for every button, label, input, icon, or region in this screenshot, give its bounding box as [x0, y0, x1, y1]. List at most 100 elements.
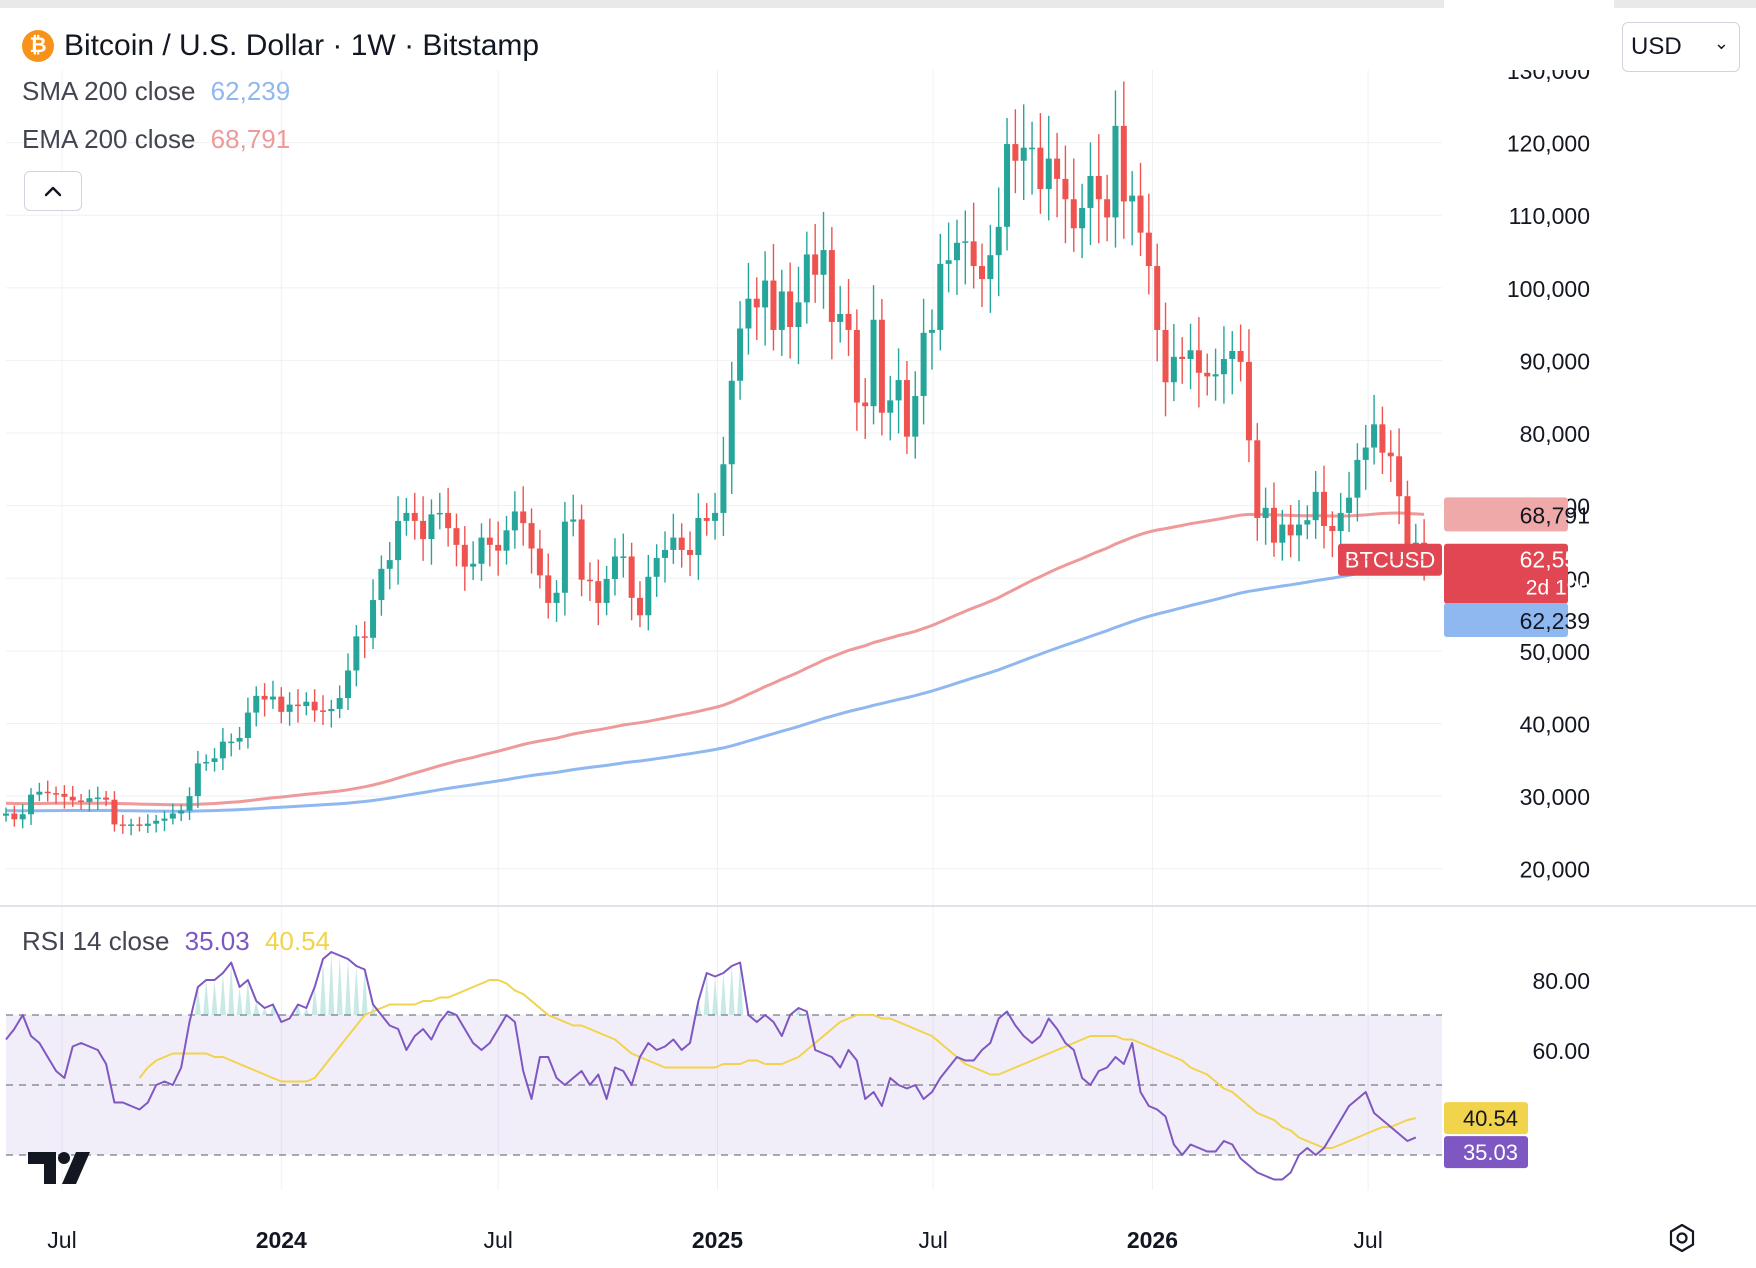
candle-body[interactable] [1195, 350, 1202, 373]
candle-body[interactable] [1312, 491, 1319, 521]
candle-body[interactable] [136, 824, 143, 826]
candle-body[interactable] [361, 636, 368, 638]
candle-body[interactable] [69, 796, 76, 801]
candle-body[interactable] [645, 576, 652, 616]
candle-body[interactable] [278, 696, 285, 712]
candle-body[interactable] [1254, 440, 1261, 518]
candle-body[interactable] [1362, 447, 1369, 460]
candle-body[interactable] [1387, 452, 1394, 457]
candle-body[interactable] [712, 512, 719, 521]
candle-body[interactable] [478, 537, 485, 564]
candle-body[interactable] [953, 242, 960, 261]
candle-body[interactable] [837, 313, 844, 322]
candle-body[interactable] [470, 563, 477, 567]
candle-body[interactable] [1104, 199, 1111, 218]
candle-body[interactable] [353, 636, 360, 671]
candle-body[interactable] [687, 549, 694, 556]
candle-body[interactable] [970, 241, 977, 267]
candle-body[interactable] [903, 380, 910, 437]
candle-body[interactable] [920, 332, 927, 397]
candle-body[interactable] [553, 592, 560, 603]
candle-body[interactable] [1145, 232, 1152, 267]
candle-body[interactable] [128, 824, 135, 826]
candle-body[interactable] [236, 738, 243, 742]
candle-body[interactable] [611, 556, 618, 579]
candle-body[interactable] [211, 758, 218, 762]
candle-body[interactable] [319, 710, 326, 712]
candle-body[interactable] [803, 254, 810, 303]
sma-legend[interactable]: SMA 200 close 62,239 [22, 76, 290, 107]
candle-body[interactable] [812, 254, 819, 275]
candle-body[interactable] [36, 791, 43, 795]
settings-gear-icon[interactable] [1666, 1222, 1698, 1254]
candle-body[interactable] [753, 298, 760, 308]
candle-body[interactable] [662, 549, 669, 558]
candle-body[interactable] [536, 548, 543, 576]
candle-body[interactable] [261, 695, 268, 700]
candle-body[interactable] [1037, 147, 1044, 190]
candle-body[interactable] [586, 579, 593, 582]
currency-select[interactable]: USD ⌄ [1622, 22, 1740, 72]
candle-body[interactable] [1212, 374, 1219, 377]
candle-body[interactable] [303, 701, 310, 707]
candle-body[interactable] [828, 250, 835, 322]
candle-body[interactable] [595, 581, 602, 603]
candle-body[interactable] [1204, 372, 1211, 377]
candle-body[interactable] [1079, 207, 1086, 229]
candle-body[interactable] [770, 280, 777, 330]
candle-body[interactable] [1229, 350, 1236, 359]
candle-body[interactable] [1245, 361, 1252, 441]
candle-body[interactable] [895, 380, 902, 401]
candle-body[interactable] [795, 302, 802, 328]
candle-body[interactable] [762, 280, 769, 308]
ema-legend[interactable]: EMA 200 close 68,791 [22, 124, 290, 155]
candle-body[interactable] [244, 712, 251, 738]
candle-body[interactable] [1337, 512, 1344, 532]
candle-body[interactable] [311, 701, 318, 711]
candle-body[interactable] [453, 528, 460, 545]
candle-body[interactable] [328, 708, 335, 712]
candle-body[interactable] [219, 741, 226, 759]
candle-body[interactable] [119, 824, 126, 826]
candle-body[interactable] [486, 537, 493, 545]
candle-body[interactable] [178, 810, 185, 814]
candle-body[interactable] [561, 521, 568, 593]
candle-body[interactable] [61, 793, 68, 797]
symbol-header[interactable]: ₿ Bitcoin / U.S. Dollar · 1W · Bitstamp [22, 26, 539, 66]
candle-body[interactable] [1179, 356, 1186, 359]
candle-body[interactable] [1170, 356, 1177, 383]
candle-body[interactable] [186, 796, 193, 811]
candle-body[interactable] [94, 797, 101, 800]
candle-body[interactable] [703, 517, 710, 521]
candle-body[interactable] [845, 313, 852, 330]
candle-body[interactable] [820, 250, 827, 275]
candle-body[interactable] [853, 329, 860, 403]
candle-body[interactable] [1220, 358, 1227, 375]
candle-body[interactable] [570, 519, 577, 522]
candle-body[interactable] [1371, 424, 1378, 448]
collapse-legend-button[interactable] [24, 171, 82, 211]
candle-body[interactable] [1396, 456, 1403, 497]
candle-body[interactable] [528, 523, 535, 549]
candle-body[interactable] [445, 512, 452, 529]
candle-body[interactable] [578, 519, 585, 580]
candle-body[interactable] [403, 512, 410, 521]
candle-body[interactable] [420, 520, 427, 540]
candle-body[interactable] [787, 291, 794, 328]
candle-body[interactable] [386, 560, 393, 569]
candle-body[interactable] [1379, 424, 1386, 453]
candle-body[interactable] [1329, 525, 1336, 532]
candle-body[interactable] [428, 514, 435, 540]
rsi-legend[interactable]: RSI 14 close 35.03 40.54 [22, 926, 330, 957]
candle-body[interactable] [111, 799, 118, 825]
candle-body[interactable] [545, 575, 552, 603]
candle-body[interactable] [228, 741, 235, 744]
candle-body[interactable] [878, 319, 885, 413]
candle-body[interactable] [1354, 459, 1361, 498]
candle-body[interactable] [678, 537, 685, 550]
candle-body[interactable] [3, 813, 9, 816]
candle-body[interactable] [144, 823, 151, 826]
candle-body[interactable] [1095, 176, 1102, 200]
candle-body[interactable] [628, 556, 635, 598]
candle-body[interactable] [737, 328, 744, 381]
